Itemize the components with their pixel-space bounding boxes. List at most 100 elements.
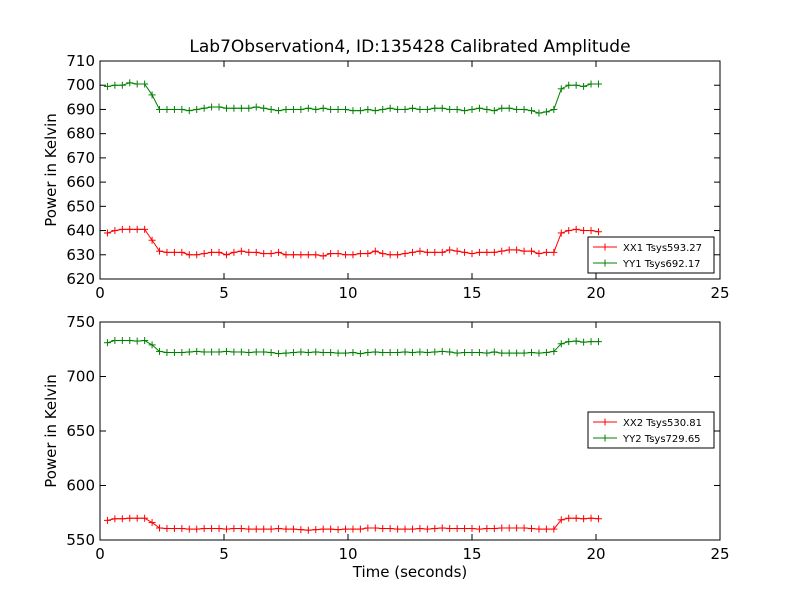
data-point [230,525,238,533]
data-point [222,251,230,259]
data-point [431,248,439,256]
data-point [423,525,431,533]
data-point [557,85,565,93]
data-point [416,348,424,356]
data-point [208,525,216,533]
data-point [535,109,543,117]
data-point [267,105,275,113]
data-point [498,104,506,112]
y-tick-label: 650 [66,197,95,215]
data-point [371,348,379,356]
data-point [349,525,357,533]
data-point [483,525,491,533]
y-tick-label: 700 [66,76,95,94]
data-point [267,349,275,357]
data-point [475,104,483,112]
data-point [490,348,498,356]
data-point [275,107,283,115]
x-tick-label: 10 [338,284,357,302]
y-tick-label: 620 [66,270,95,288]
data-point [222,347,230,355]
y-tick-label: 650 [66,422,95,440]
data-point [572,514,580,522]
data-point [431,525,439,533]
data-point [133,225,141,233]
y-tick-label: 710 [66,52,95,70]
data-point [215,248,223,256]
data-point [230,248,238,256]
data-point [148,341,156,349]
data-point [594,228,602,236]
data-point [289,105,297,113]
data-point [594,515,602,523]
data-point [245,248,253,256]
bottom-panel: 0 5 10 15 20 25 550 600 650 700 750 Power in Kelvin… [42,313,730,581]
data-point [304,104,312,112]
data-point [230,348,238,356]
data-point [289,349,297,357]
data-point [163,248,171,256]
data-point [282,105,290,113]
plot-frame [99,60,721,280]
data-point [408,525,416,533]
data-point [327,105,335,113]
data-point [163,525,171,533]
x-tick-label: 25 [710,284,729,302]
data-point [550,105,558,113]
data-point [260,525,268,533]
y-tick-label: 640 [66,222,95,240]
data-point [401,525,409,533]
data-point [401,250,409,258]
data-point [431,348,439,356]
data-point [446,525,454,533]
data-point [490,107,498,115]
data-point [379,349,387,357]
data-point [438,347,446,355]
data-point [148,91,156,99]
data-point [535,250,543,258]
data-point [215,525,223,533]
data-point [297,105,305,113]
data-point [163,105,171,113]
data-point [103,339,111,347]
legend-label: XX2 Tsys530.81 [623,418,702,429]
data-point [416,247,424,255]
data-point [498,247,506,255]
x-tick-label: 25 [710,545,729,563]
data-point [475,349,483,357]
data-point [252,103,260,111]
data-point [386,525,394,533]
data-point [438,248,446,256]
data-point [468,105,476,113]
x-tick-label: 15 [462,545,481,563]
data-point [319,104,327,112]
data-point [200,250,208,258]
data-point [237,247,245,255]
data-point [408,248,416,256]
data-point [170,105,178,113]
data-point [312,105,320,113]
data-point [356,250,364,258]
data-point [245,104,253,112]
data-point [475,525,483,533]
data-point [468,349,476,357]
data-point [245,525,253,533]
data-point [319,252,327,260]
y-tick-label: 660 [66,173,95,191]
chart-title: Lab7Observation4, ID:135428 Calibrated A… [189,37,630,57]
data-point [394,349,402,357]
data-point [342,105,350,113]
data-point [453,247,461,255]
data-point [200,348,208,356]
data-point [379,105,387,113]
data-point [334,250,342,258]
data-point [498,349,506,357]
data-point [170,248,178,256]
data-point [580,515,588,523]
data-point [118,225,126,233]
data-point [297,251,305,259]
data-point [133,514,141,522]
data-point [156,105,164,113]
data-point [267,250,275,258]
